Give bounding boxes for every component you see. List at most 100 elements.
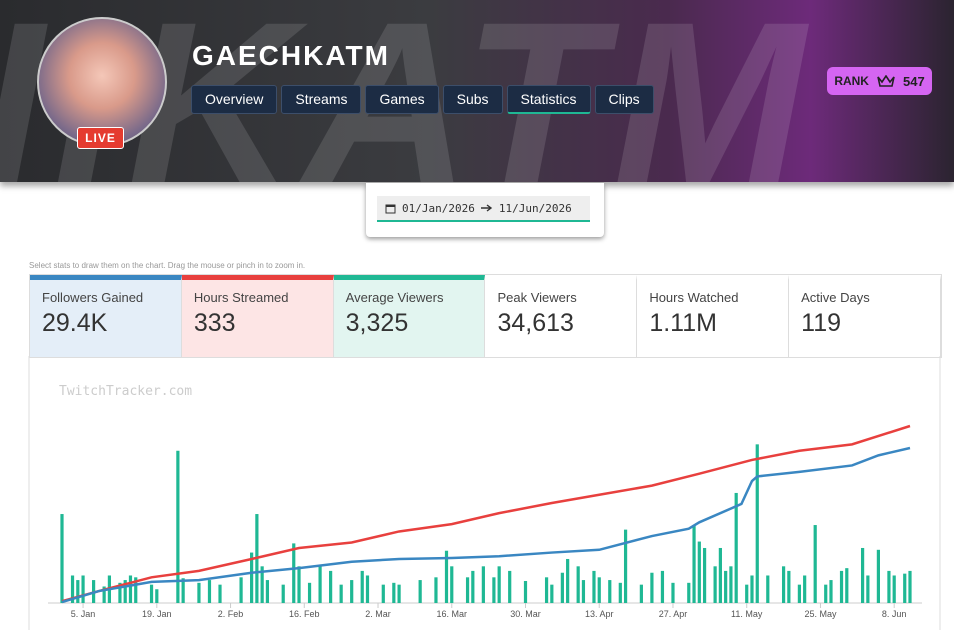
- bar: [360, 570, 364, 603]
- bar: [908, 570, 912, 603]
- bar: [729, 566, 733, 603]
- stat-value: 3,325: [345, 309, 409, 337]
- bar: [265, 580, 270, 603]
- tab[interactable]: Games: [365, 85, 439, 114]
- bar: [781, 566, 786, 603]
- bar: [450, 566, 454, 603]
- stat-cell[interactable]: Followers Gained 29.4K: [30, 275, 182, 357]
- bar: [734, 492, 738, 603]
- x-tick-label: 13. Apr: [585, 609, 614, 619]
- bar: [797, 584, 801, 603]
- bar: [155, 589, 159, 603]
- bar: [365, 575, 370, 603]
- bar: [639, 584, 643, 603]
- bar: [576, 566, 580, 603]
- bar: [181, 578, 185, 603]
- bar: [824, 584, 828, 603]
- bar: [218, 584, 222, 603]
- bar: [713, 566, 717, 603]
- bar: [250, 552, 254, 603]
- bar: [207, 580, 212, 603]
- bar: [892, 575, 896, 603]
- bar: [492, 577, 496, 603]
- bar: [660, 570, 665, 603]
- bar: [197, 582, 201, 603]
- stat-cell[interactable]: Average Viewers 3,325: [333, 275, 486, 357]
- bar: [787, 570, 791, 603]
- bar: [903, 573, 907, 603]
- bar: [329, 570, 333, 603]
- bar: [123, 580, 127, 603]
- stat-value: 1.11M: [649, 309, 717, 337]
- stat-cell[interactable]: Hours Watched 1.11M: [637, 275, 790, 357]
- bar: [845, 568, 849, 603]
- bar: [281, 584, 285, 603]
- channel-name: GAECHKATM: [192, 40, 390, 71]
- bar: [650, 572, 654, 603]
- bar: [687, 582, 691, 603]
- bar: [465, 577, 470, 603]
- bar: [592, 570, 596, 603]
- stat-label: Average Viewers: [345, 290, 444, 305]
- bar: [392, 582, 396, 603]
- tab[interactable]: Clips: [594, 85, 654, 114]
- rank-label: RANK: [834, 74, 869, 88]
- tab[interactable]: Overview: [191, 85, 278, 114]
- line: [61, 424, 911, 603]
- watermark: TwitchTracker.com: [59, 384, 192, 399]
- bar: [239, 577, 243, 603]
- bar: [307, 582, 312, 603]
- calendar-icon: [385, 204, 396, 213]
- bar: [750, 575, 754, 603]
- bar: [76, 580, 80, 603]
- stat-value: 333: [193, 309, 236, 337]
- date-range[interactable]: 01/Jan/2026 11/Jun/2026: [377, 196, 590, 222]
- stat-label: Hours Streamed: [193, 290, 289, 305]
- bar: [297, 566, 301, 603]
- x-tick-label: 25. May: [804, 609, 837, 619]
- bar: [597, 577, 601, 603]
- bar: [866, 575, 870, 603]
- bar: [550, 584, 554, 603]
- bar: [60, 514, 64, 603]
- bar: [508, 570, 512, 603]
- tab[interactable]: Streams: [281, 85, 362, 114]
- stat-label: Followers Gained: [42, 290, 144, 305]
- stats-row: Followers Gained 29.4K Hours Streamed 333 Av…: [29, 274, 942, 358]
- bar: [581, 580, 586, 603]
- bar: [829, 580, 833, 603]
- x-tick-label: 11. May: [731, 609, 763, 619]
- tabs: Overview Streams Games Subs Statistics Clips: [191, 85, 654, 114]
- stat-value: 119: [801, 309, 841, 337]
- stat-cell[interactable]: Peak Viewers 34,613: [485, 275, 638, 357]
- bar: [745, 584, 749, 603]
- bar: [887, 570, 891, 603]
- bar: [318, 566, 322, 603]
- bar: [724, 570, 728, 603]
- stat-cell[interactable]: Active Days 119: [789, 275, 941, 357]
- x-tick-label: 5. Jan: [71, 609, 96, 619]
- bar: [397, 584, 401, 603]
- chart: TwitchTracker.com 5. Jan 19. Jan 2. Feb 16.…: [28, 356, 941, 630]
- rank-badge[interactable]: RANK 547: [827, 67, 932, 95]
- tab[interactable]: Statistics: [506, 85, 591, 114]
- x-tick-label: 8. Jun: [882, 609, 907, 619]
- x-tick-label: 27. Apr: [659, 609, 688, 619]
- x-tick-label: 19. Jan: [142, 609, 172, 619]
- bar: [444, 550, 449, 603]
- bar: [523, 580, 528, 603]
- bar: [813, 525, 817, 603]
- bar: [560, 572, 564, 603]
- stat-value: 34,613: [497, 309, 574, 337]
- stat-cell[interactable]: Hours Streamed 333: [181, 275, 334, 357]
- bar: [876, 549, 880, 603]
- tab[interactable]: Subs: [442, 85, 503, 114]
- bar: [766, 575, 770, 603]
- bar: [339, 584, 343, 603]
- stat-label: Peak Viewers: [497, 290, 577, 305]
- bar: [176, 450, 180, 603]
- bar: [860, 547, 865, 603]
- bar: [102, 586, 106, 603]
- bar: [471, 570, 475, 603]
